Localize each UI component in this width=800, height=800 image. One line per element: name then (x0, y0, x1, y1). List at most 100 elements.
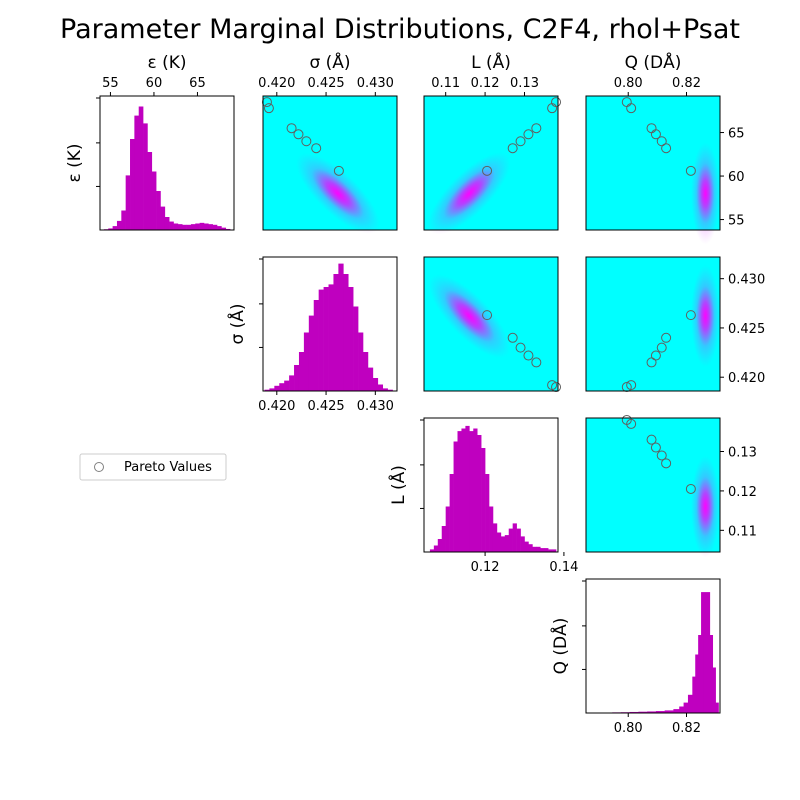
pareto-point (293, 129, 304, 140)
pareto-point (685, 483, 696, 494)
top-tick-label: 60 (146, 76, 163, 91)
hist-bar (333, 274, 339, 391)
hist-bar (338, 263, 344, 391)
hist-bar (504, 535, 510, 552)
hist-bar (465, 425, 470, 552)
left-axis-label-eps: ε (K) (65, 143, 85, 182)
hist-bar (151, 171, 157, 230)
left-axis-label-L: L (Å) (387, 465, 409, 505)
top-axis-label-sigma: σ (Å) (309, 51, 350, 73)
hist-bar (449, 474, 454, 552)
pareto-point (301, 136, 312, 147)
pareto-point (661, 143, 672, 154)
bottom-tick-label: 0.80 (614, 721, 643, 736)
pareto-point (482, 165, 493, 176)
panels-group: ε (K) 55 60 65 σ (Å) 0.420 0.425 0.430 L (Å) 0.11… (65, 51, 765, 736)
pareto-point (547, 380, 558, 391)
hist-bar (441, 526, 446, 552)
hist-bar (195, 223, 200, 230)
bottom-tick-label: 0.425 (307, 399, 344, 414)
hist-bar (203, 223, 209, 230)
hist-bar (629, 711, 639, 713)
hist-bar (289, 375, 295, 391)
right-tick-label: 60 (728, 170, 745, 185)
hist-bar (552, 549, 557, 552)
hist-bar (655, 711, 665, 713)
pareto-point (661, 332, 672, 343)
hist-bar (182, 224, 187, 230)
right-tick-label: 0.13 (728, 446, 757, 461)
density-frame (585, 95, 721, 231)
top-tick-label: 55 (102, 76, 119, 91)
density-frame (262, 95, 398, 231)
pareto-point (626, 380, 637, 391)
hist-bar (516, 528, 521, 552)
top-tick-label: 0.80 (614, 76, 643, 91)
hist-bar (445, 506, 450, 552)
pareto-point (650, 129, 661, 140)
hist-bar (473, 428, 478, 552)
legend-marker-icon (94, 462, 104, 472)
hist-bar (532, 546, 537, 552)
density-core (696, 163, 715, 224)
top-tick-label: 0.12 (471, 76, 500, 91)
hist-bar (429, 549, 435, 552)
hist-bar (477, 435, 482, 552)
top-tick-label: 0.420 (258, 76, 295, 91)
hist-frame (262, 256, 398, 392)
pareto-point (626, 418, 637, 429)
hist-bar (372, 378, 379, 391)
hist-bar (485, 474, 490, 552)
hist-bar (457, 431, 462, 552)
hist-bar (540, 548, 545, 552)
pareto-point (261, 97, 272, 108)
hist-bar (116, 220, 122, 230)
hist-panel-eps (99, 95, 235, 231)
hist-bar (508, 528, 513, 552)
hist-bar (520, 536, 525, 552)
hist-bar (147, 152, 153, 230)
hist-bar (274, 385, 280, 391)
pareto-point (656, 136, 667, 147)
pareto-point (311, 143, 322, 154)
density-core (444, 290, 495, 343)
hist-bar (544, 548, 549, 552)
top-tick-label: 65 (189, 76, 206, 91)
hist-bar (524, 541, 529, 552)
hist-bar (528, 544, 533, 552)
top-tick-label: 0.11 (431, 76, 460, 91)
hist-bar (647, 711, 657, 713)
hist-bar (353, 306, 359, 391)
bottom-tick-label: 0.420 (258, 399, 295, 414)
hist-bar (328, 284, 334, 391)
bottom-tick-label: 0.14 (549, 560, 578, 575)
hist-bar (382, 388, 388, 391)
hist-frame (423, 417, 559, 553)
hist-bar (433, 545, 439, 552)
hist-bar (358, 332, 364, 391)
hist-bar (284, 380, 290, 391)
hist-bar (496, 532, 502, 552)
hist-bar (548, 549, 553, 552)
hist-bar (279, 383, 285, 391)
top-axis-label-Q: Q (DÅ) (625, 51, 682, 73)
hist-bar (143, 123, 148, 230)
pareto-point (646, 434, 657, 445)
right-tick-label: 0.430 (728, 273, 765, 288)
hist-bar (377, 384, 384, 391)
hist-bar (481, 448, 486, 552)
hist-bar (706, 667, 716, 713)
hist-bar (348, 287, 354, 391)
density-frame (423, 95, 559, 231)
right-tick-label: 55 (728, 214, 745, 229)
hist-bar (269, 388, 275, 391)
density-core (696, 286, 715, 347)
hist-bar (130, 139, 135, 230)
pareto-point (685, 165, 696, 176)
hist-bar (121, 210, 126, 230)
pareto-point (650, 442, 661, 453)
hist-bar (673, 709, 683, 713)
hist-bar (134, 115, 140, 230)
pareto-point (656, 450, 667, 461)
